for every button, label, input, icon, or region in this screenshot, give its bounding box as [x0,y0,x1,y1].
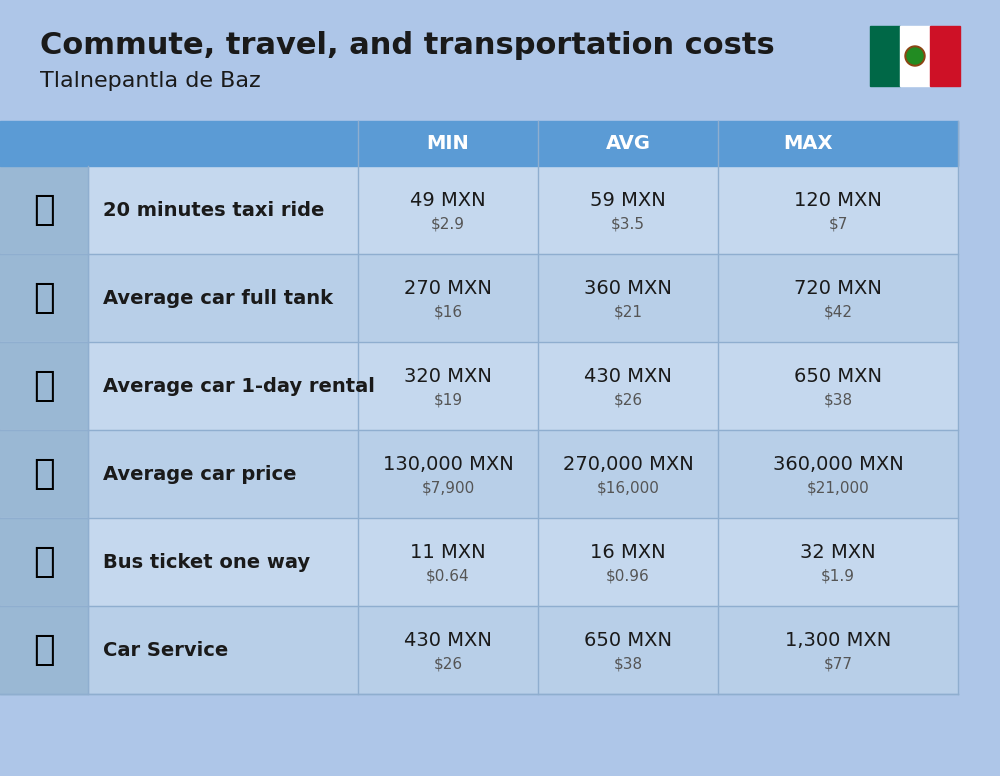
Bar [0,342,88,430]
Bar [0,254,88,342]
Text: Commute, travel, and transportation costs: Commute, travel, and transportation cost… [40,32,775,61]
Text: $16: $16 [433,304,463,320]
Text: 360 MXN: 360 MXN [584,279,672,297]
Circle shape [907,48,923,64]
Text: 720 MXN: 720 MXN [794,279,882,297]
Text: 🚕: 🚕 [33,193,55,227]
Text: 49 MXN: 49 MXN [410,190,486,210]
Bar [0,430,88,518]
Text: 430 MXN: 430 MXN [404,630,492,650]
Text: $0.96: $0.96 [606,569,650,584]
Bar [900,26,930,86]
Text: $26: $26 [613,393,643,407]
Text: 650 MXN: 650 MXN [584,630,672,650]
Text: $26: $26 [433,656,463,671]
Text: $38: $38 [613,656,643,671]
Text: $7: $7 [828,217,848,231]
Text: 650 MXN: 650 MXN [794,366,882,386]
Text: 11 MXN: 11 MXN [410,542,486,562]
Bar [870,26,900,86]
Bar [0,254,958,342]
Text: 🚙: 🚙 [33,369,55,403]
Text: $42: $42 [824,304,852,320]
Bar [0,121,358,166]
Text: 130,000 MXN: 130,000 MXN [383,455,513,473]
Text: $38: $38 [823,393,853,407]
Text: Average car full tank: Average car full tank [103,289,333,307]
Bar [0,166,958,254]
Text: $19: $19 [433,393,463,407]
Bar [718,121,958,166]
Text: 1,300 MXN: 1,300 MXN [785,630,891,650]
Circle shape [905,46,925,66]
Text: Bus ticket one way: Bus ticket one way [103,553,310,571]
Text: 120 MXN: 120 MXN [794,190,882,210]
Text: Car Service: Car Service [103,640,228,660]
Text: $0.64: $0.64 [426,569,470,584]
Bar [358,121,538,166]
Text: 20 minutes taxi ride: 20 minutes taxi ride [103,200,324,220]
Bar [0,342,958,430]
Text: 🚌: 🚌 [33,545,55,579]
Text: 270,000 MXN: 270,000 MXN [563,455,693,473]
Bar [0,166,88,254]
Text: $2.9: $2.9 [431,217,465,231]
Text: Average car 1-day rental: Average car 1-day rental [103,376,375,396]
Text: 16 MXN: 16 MXN [590,542,666,562]
Text: AVG: AVG [606,134,650,153]
Text: $16,000: $16,000 [597,480,659,496]
Bar [0,518,958,606]
Bar [538,121,718,166]
Text: MIN: MIN [427,134,469,153]
Bar [0,518,88,606]
Bar [0,606,88,694]
Text: 360,000 MXN: 360,000 MXN [773,455,903,473]
Text: 🔧: 🔧 [33,633,55,667]
Text: $21: $21 [614,304,642,320]
Text: $1.9: $1.9 [821,569,855,584]
Text: Tlalnepantla de Baz: Tlalnepantla de Baz [40,71,261,91]
Text: 320 MXN: 320 MXN [404,366,492,386]
Text: 270 MXN: 270 MXN [404,279,492,297]
Text: $3.5: $3.5 [611,217,645,231]
Bar [0,430,958,518]
Text: $7,900: $7,900 [421,480,475,496]
Text: 430 MXN: 430 MXN [584,366,672,386]
Text: ⛽: ⛽ [33,281,55,315]
Bar [0,606,958,694]
Text: $77: $77 [824,656,852,671]
Text: 🚗: 🚗 [33,457,55,491]
Bar [930,26,960,86]
Text: Average car price: Average car price [103,465,296,483]
Text: 32 MXN: 32 MXN [800,542,876,562]
Text: 59 MXN: 59 MXN [590,190,666,210]
Text: MAX: MAX [783,134,833,153]
Text: $21,000: $21,000 [807,480,869,496]
